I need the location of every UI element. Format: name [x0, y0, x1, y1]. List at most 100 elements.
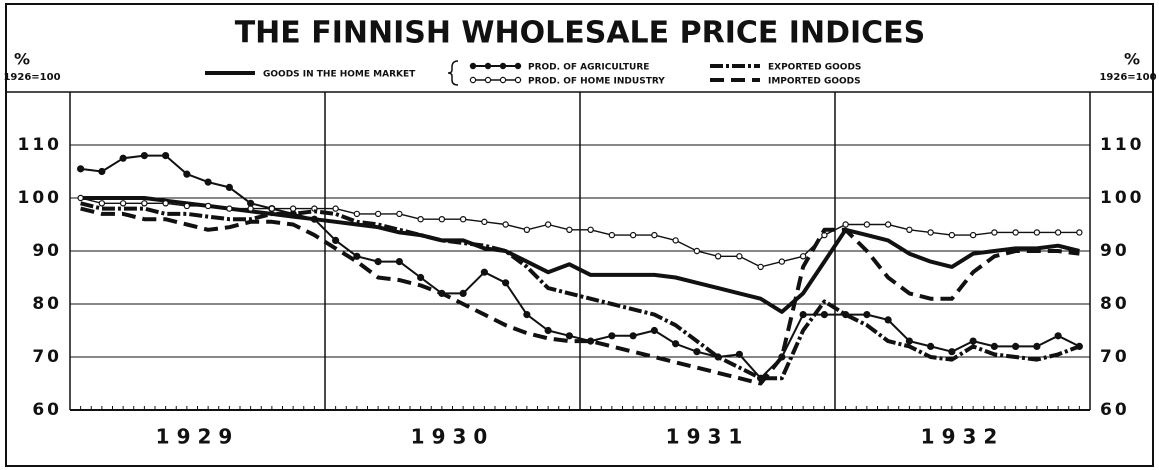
- y2-base: 1926=100: [1099, 72, 1156, 83]
- data-point: [1076, 229, 1083, 236]
- data-point: [565, 332, 573, 340]
- data-point: [183, 170, 191, 178]
- data-point: [608, 231, 616, 239]
- data-point: [1033, 229, 1041, 236]
- legend-dot: [469, 62, 477, 70]
- data-point: [289, 205, 297, 212]
- x-tick-label: 1931: [666, 425, 750, 449]
- data-point: [884, 221, 892, 228]
- y-tick-label: 110: [18, 135, 63, 155]
- y-tick-label: 80: [32, 294, 62, 314]
- data-point: [948, 348, 956, 356]
- series-line: [80, 196, 1080, 314]
- legend-dot: [484, 62, 492, 70]
- y2-tick-label: 60: [1100, 400, 1130, 420]
- data-point: [1012, 342, 1020, 350]
- data-point: [140, 152, 148, 160]
- data-point: [629, 332, 637, 340]
- data-point: [502, 279, 510, 287]
- data-point: [77, 165, 85, 173]
- data-point: [459, 215, 467, 223]
- legend-dot: [484, 76, 492, 84]
- data-point: [969, 337, 977, 345]
- legend-label: GOODS IN THE HOME MARKET: [263, 70, 416, 80]
- data-point: [863, 221, 871, 228]
- y-tick-label: 90: [32, 241, 62, 261]
- series-line: [80, 197, 1080, 268]
- chart-title: THE FINNISH WHOLESALE PRICE INDICES: [235, 16, 926, 51]
- data-point: [332, 205, 339, 212]
- data-point: [651, 231, 658, 239]
- data-point: [225, 183, 233, 191]
- x-tick-label: 1932: [921, 425, 1005, 449]
- series-line: [80, 206, 1080, 386]
- data-point: [884, 316, 892, 324]
- legend-dot: [514, 76, 522, 84]
- data-point: [714, 253, 722, 260]
- data-point: [268, 205, 276, 212]
- data-point: [905, 337, 913, 345]
- data-point: [778, 258, 786, 265]
- data-point: [502, 221, 509, 228]
- data-point: [693, 247, 701, 255]
- legend-brace: [447, 60, 459, 86]
- data-point: [906, 226, 913, 233]
- data-point: [629, 231, 637, 239]
- data-point: [523, 311, 531, 319]
- y-tick-label: 60: [32, 400, 62, 420]
- data-point: [523, 226, 531, 233]
- y2-tick-label: 80: [1100, 294, 1130, 314]
- legend-dot: [514, 62, 522, 70]
- data-point: [119, 154, 127, 162]
- data-point: [736, 253, 743, 260]
- x-tick-label: 1930: [411, 425, 495, 449]
- data-point: [481, 218, 488, 226]
- data-point: [77, 194, 84, 202]
- legend-dot: [499, 76, 507, 84]
- frame: [5, 3, 1154, 467]
- data-point: [799, 253, 807, 260]
- legend-dot: [499, 62, 507, 70]
- x-tick-label: 1929: [156, 425, 240, 449]
- data-point: [374, 258, 382, 266]
- y2-unit: %: [1124, 50, 1140, 69]
- y2-tick-label: 70: [1100, 347, 1130, 367]
- data-point: [820, 311, 828, 319]
- data-point: [417, 215, 424, 223]
- legend-label: PROD. OF AGRICULTURE: [528, 63, 649, 73]
- data-point: [417, 273, 425, 282]
- data-point: [927, 229, 934, 236]
- data-point: [863, 311, 871, 319]
- data-point: [98, 167, 106, 176]
- data-point: [650, 326, 658, 335]
- data-point: [374, 210, 382, 218]
- data-point: [1012, 229, 1019, 236]
- data-point: [310, 215, 318, 223]
- data-point: [459, 289, 467, 297]
- y-unit: %: [14, 50, 30, 69]
- data-point: [927, 342, 935, 350]
- data-point: [1054, 332, 1062, 340]
- data-point: [183, 202, 191, 210]
- data-point: [204, 178, 212, 186]
- series-line: [80, 154, 1080, 380]
- legend-label: EXPORTED GOODS: [768, 63, 861, 73]
- legend-label: IMPORTED GOODS: [768, 77, 861, 87]
- data-point: [587, 226, 594, 233]
- series-line: [80, 201, 1081, 381]
- data-point: [162, 200, 169, 207]
- data-point: [948, 231, 956, 239]
- data-point: [480, 268, 488, 276]
- y2-tick-label: 100: [1100, 188, 1145, 208]
- data-point: [544, 326, 552, 335]
- legend-label: PROD. OF HOME INDUSTRY: [528, 77, 665, 87]
- data-point: [353, 252, 361, 260]
- data-point: [544, 221, 552, 228]
- data-point: [608, 332, 616, 340]
- data-point: [226, 205, 233, 212]
- data-point: [735, 350, 743, 358]
- data-point: [332, 236, 340, 244]
- data-point: [842, 221, 849, 228]
- data-point: [395, 258, 403, 266]
- data-point: [969, 231, 977, 239]
